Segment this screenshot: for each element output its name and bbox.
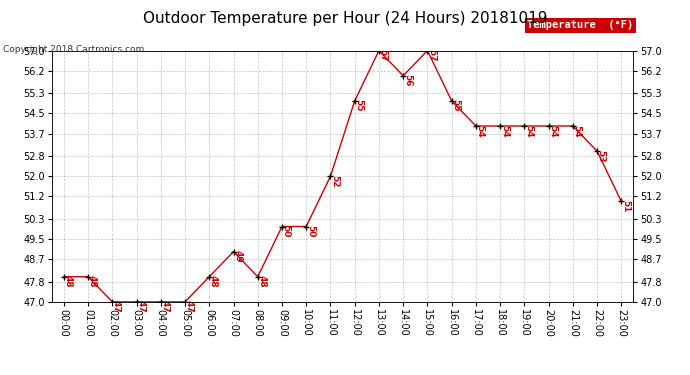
Text: 47: 47 (136, 300, 145, 313)
Text: 53: 53 (597, 150, 606, 162)
Text: 54: 54 (573, 124, 582, 137)
Text: 50: 50 (306, 225, 315, 237)
Text: 48: 48 (88, 275, 97, 288)
Text: Copyright 2018 Cartronics.com: Copyright 2018 Cartronics.com (3, 45, 145, 54)
Text: 54: 54 (549, 124, 558, 137)
Text: 48: 48 (63, 275, 72, 288)
Text: 49: 49 (233, 250, 242, 263)
Text: 57: 57 (379, 49, 388, 62)
Text: 47: 47 (112, 300, 121, 313)
Text: 54: 54 (524, 124, 533, 137)
Text: 55: 55 (355, 99, 364, 112)
Text: 56: 56 (403, 74, 412, 87)
Text: 55: 55 (451, 99, 460, 112)
Text: 51: 51 (621, 200, 630, 213)
Text: Outdoor Temperature per Hour (24 Hours) 20181019: Outdoor Temperature per Hour (24 Hours) … (143, 11, 547, 26)
Text: 54: 54 (500, 124, 509, 137)
Text: Temperature  (°F): Temperature (°F) (527, 21, 633, 30)
Text: 52: 52 (330, 175, 339, 188)
Text: 47: 47 (161, 300, 170, 313)
Text: 54: 54 (475, 124, 484, 137)
Text: 57: 57 (427, 49, 436, 62)
Text: 50: 50 (282, 225, 290, 237)
Text: 47: 47 (185, 300, 194, 313)
Text: 48: 48 (257, 275, 266, 288)
Text: 48: 48 (209, 275, 218, 288)
